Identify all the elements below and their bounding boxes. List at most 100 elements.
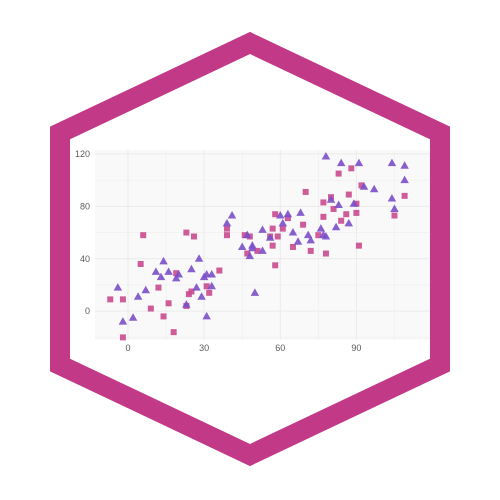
triangle-point xyxy=(156,272,166,281)
y-tick-label: 40 xyxy=(80,254,90,264)
square-point xyxy=(338,217,345,224)
triangle-point xyxy=(296,208,305,216)
triangle-point xyxy=(222,218,232,227)
triangle-point xyxy=(369,184,379,193)
triangle-point xyxy=(151,267,161,275)
triangle-point xyxy=(283,209,293,218)
triangle-point xyxy=(202,311,211,320)
triangle-point xyxy=(336,158,346,167)
triangle-point xyxy=(278,218,288,227)
triangle-point xyxy=(344,218,354,227)
square-point xyxy=(269,225,276,232)
triangle-point xyxy=(321,152,331,160)
triangle-point xyxy=(331,222,341,231)
square-point xyxy=(223,225,230,232)
triangle-point xyxy=(321,231,331,240)
triangle-point xyxy=(359,182,369,190)
triangle-point xyxy=(243,230,252,239)
triangle-point xyxy=(258,225,267,233)
square-point xyxy=(289,243,296,250)
square-point xyxy=(272,262,279,269)
triangle-point xyxy=(182,300,191,308)
square-point xyxy=(353,209,360,216)
triangle-point xyxy=(248,241,257,249)
square-point xyxy=(322,250,329,257)
square-point xyxy=(223,232,230,239)
square-point xyxy=(107,296,114,303)
triangle-point xyxy=(192,283,201,291)
data-points xyxy=(107,152,409,341)
triangle-point xyxy=(400,161,409,169)
square-point xyxy=(155,284,162,291)
triangle-point xyxy=(387,193,397,202)
square-point xyxy=(190,233,197,240)
triangle-point xyxy=(316,224,326,232)
triangle-point xyxy=(128,313,138,321)
x-tick-label: 90 xyxy=(351,343,361,353)
square-point xyxy=(330,205,337,212)
triangle-point xyxy=(174,269,183,278)
square-point xyxy=(274,233,281,240)
triangle-point xyxy=(354,158,364,167)
y-tick-label: 0 xyxy=(85,306,90,316)
triangle-point xyxy=(303,230,313,239)
square-point xyxy=(269,242,276,249)
triangle-point xyxy=(141,285,151,294)
square-point xyxy=(170,329,177,336)
square-point xyxy=(165,300,172,307)
square-point xyxy=(284,215,291,222)
x-tick-label: 30 xyxy=(199,343,209,353)
square-point xyxy=(300,221,307,228)
square-point xyxy=(358,182,365,189)
square-point xyxy=(348,165,355,172)
triangle-point xyxy=(326,195,336,203)
square-point xyxy=(160,313,167,320)
square-point xyxy=(203,283,210,290)
triangle-point xyxy=(265,233,275,241)
triangle-point xyxy=(334,200,343,209)
square-point xyxy=(119,334,126,341)
square-point xyxy=(315,232,322,239)
square-point xyxy=(254,247,261,254)
square-point xyxy=(188,288,195,295)
x-tick-label: 0 xyxy=(125,343,130,353)
square-point xyxy=(302,188,309,195)
square-point xyxy=(320,213,327,220)
gridlines xyxy=(95,150,430,340)
square-point xyxy=(279,225,286,232)
triangle-point xyxy=(390,204,399,212)
square-point xyxy=(137,261,144,267)
square-point xyxy=(119,296,126,303)
square-point xyxy=(345,191,352,198)
triangle-point xyxy=(237,242,247,250)
square-point xyxy=(244,250,251,257)
square-point xyxy=(183,229,190,236)
triangle-point xyxy=(400,175,409,184)
x-tick-label: 60 xyxy=(275,343,285,353)
triangle-point xyxy=(306,235,315,244)
triangle-point xyxy=(159,256,168,265)
triangle-point xyxy=(250,288,260,296)
triangle-point xyxy=(258,246,267,254)
triangle-point xyxy=(187,264,196,273)
triangle-point xyxy=(113,283,123,291)
square-point xyxy=(355,242,362,249)
triangle-point xyxy=(118,317,128,325)
triangle-point xyxy=(293,237,303,245)
square-point xyxy=(206,289,213,296)
square-point xyxy=(320,199,327,206)
triangle-point xyxy=(171,273,181,282)
triangle-point xyxy=(245,251,255,260)
triangle-point xyxy=(288,228,298,236)
triangle-point xyxy=(349,199,359,207)
triangle-point xyxy=(133,292,143,300)
square-point xyxy=(401,192,408,199)
square-point xyxy=(343,211,350,218)
square-point xyxy=(335,170,342,177)
square-point xyxy=(391,212,398,219)
triangle-point xyxy=(207,269,216,278)
square-point xyxy=(216,267,223,274)
square-point xyxy=(173,270,180,277)
triangle-point xyxy=(276,211,285,219)
square-point xyxy=(140,232,147,239)
